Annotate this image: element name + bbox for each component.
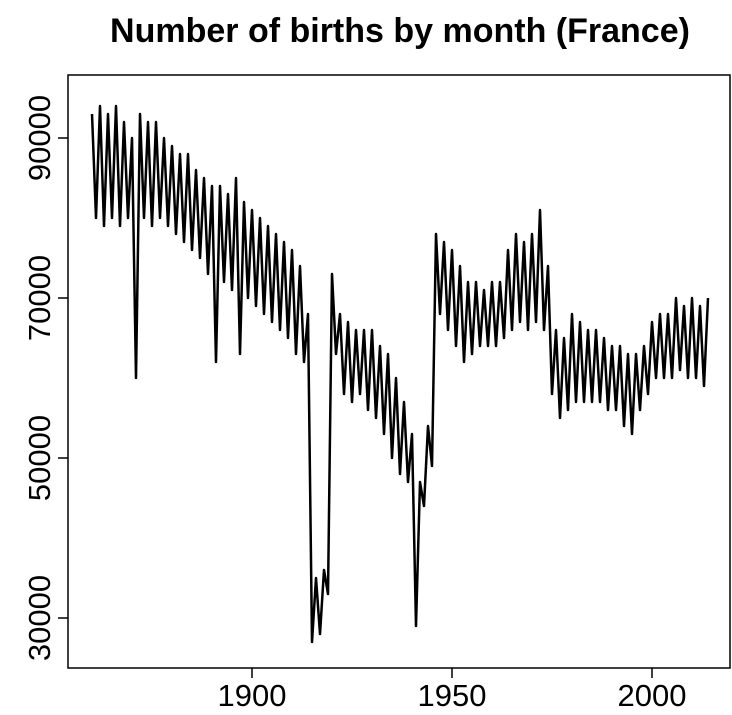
x-tick-label: 1950	[418, 678, 487, 713]
y-tick-label: 70000	[22, 255, 57, 341]
plot-box	[67, 74, 731, 669]
x-tick-label: 2000	[618, 678, 687, 713]
y-tick-label: 50000	[22, 415, 57, 501]
x-tick-label: 1900	[218, 678, 287, 713]
y-tick-label: 30000	[22, 575, 57, 661]
line	[90, 104, 710, 644]
y-tick-label: 90000	[22, 95, 57, 181]
chart-title: Number of births by month (France)	[110, 12, 690, 50]
